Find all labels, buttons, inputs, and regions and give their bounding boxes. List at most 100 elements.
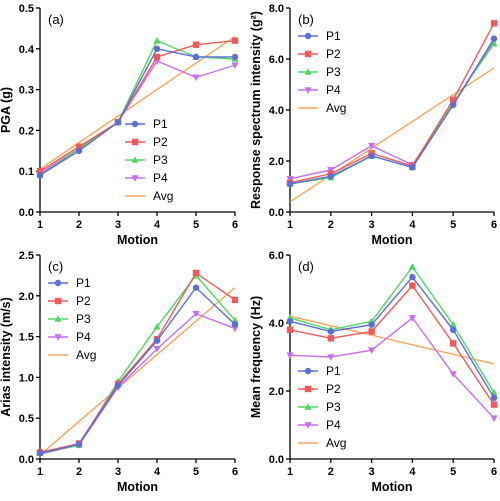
data-point <box>490 20 498 27</box>
data-point <box>231 53 239 61</box>
series-p4 <box>36 310 239 458</box>
data-point <box>153 337 161 344</box>
data-point <box>36 450 44 457</box>
legend-item-p2: P2 <box>298 47 341 61</box>
legend-marker <box>304 50 312 58</box>
axes <box>39 8 235 213</box>
legend-item-p4: P4 <box>298 418 341 432</box>
series-avg <box>39 35 236 170</box>
series-avg <box>289 315 495 365</box>
data-point <box>153 346 161 353</box>
series-line <box>289 22 495 184</box>
series-p3 <box>286 39 498 187</box>
legend-item-p4: P4 <box>298 83 341 97</box>
series-p1 <box>36 284 239 457</box>
legend-item-avg: Avg <box>298 101 346 115</box>
data-point <box>231 296 239 304</box>
x-tick-label: 2 <box>328 219 334 231</box>
x-tick-label: 5 <box>193 466 199 478</box>
series-line <box>39 274 236 454</box>
data-point <box>450 326 457 333</box>
data-point <box>449 371 457 378</box>
legend-label: Avg <box>326 101 346 115</box>
data-point <box>286 326 294 333</box>
data-point <box>327 328 334 335</box>
x-tick-label: 3 <box>369 219 375 231</box>
series-line <box>289 265 495 394</box>
legend-label: Avg <box>153 189 173 203</box>
series-p1 <box>286 35 498 188</box>
y-axis-label: PGA (g) <box>0 87 13 133</box>
legend: P1 P2 P3 P4 Avg <box>48 276 96 362</box>
x-tick-label: 1 <box>37 466 43 478</box>
series-line <box>39 39 236 176</box>
data-point <box>286 176 294 183</box>
data-point <box>368 152 375 160</box>
data-point <box>327 354 335 361</box>
data-point <box>192 284 200 291</box>
y-tick-label: 1.0 <box>19 372 34 384</box>
x-tick-label: 1 <box>287 466 293 478</box>
legend-item-p1: P1 <box>298 29 341 43</box>
legend-item-avg: Avg <box>125 189 173 203</box>
chart-panel-c: 0.0 0.5 1.0 1.5 2.0 2.5 1 2 3 4 5 6 Motion Arias inte… <box>0 250 239 494</box>
series-line <box>39 287 236 456</box>
data-point <box>75 441 83 448</box>
legend: P1 P2 P3 P4 Avg <box>298 29 346 115</box>
data-point <box>368 328 375 335</box>
series-p1 <box>36 45 239 179</box>
data-point <box>192 310 200 318</box>
series-avg <box>39 287 236 456</box>
legend-label: P2 <box>326 382 341 396</box>
legend: P1 P2 P3 P4 Avg <box>125 117 173 203</box>
data-point <box>286 180 294 188</box>
legend-marker <box>54 334 62 341</box>
y-tick-label: 2.0 <box>19 291 34 303</box>
legend-label: P4 <box>153 171 168 185</box>
legend-item-p2: P2 <box>298 382 341 396</box>
legend-label: P4 <box>326 418 341 432</box>
legend-label: P1 <box>326 364 341 378</box>
series-line <box>39 286 236 454</box>
legend-item-p1: P1 <box>125 117 168 131</box>
data-point <box>368 347 376 354</box>
y-tick-label: 6.0 <box>269 250 284 262</box>
data-point <box>192 41 200 48</box>
panel-label: (d) <box>298 259 314 274</box>
series-p4 <box>286 315 498 422</box>
data-point <box>327 167 335 174</box>
x-tick-label: 5 <box>450 219 456 231</box>
legend-marker <box>304 422 312 429</box>
y-tick-label: 2.0 <box>269 156 284 168</box>
data-point <box>36 168 44 175</box>
x-tick-label: 4 <box>409 219 416 231</box>
legend-label: P3 <box>326 65 341 79</box>
legend: P1 P2 P3 P4 Avg <box>298 364 346 450</box>
panel-label: (b) <box>298 12 314 27</box>
legend-item-p4: P4 <box>48 330 91 344</box>
data-point <box>490 39 498 47</box>
y-axis-label: Mean frequency (Hz) <box>249 296 263 418</box>
data-point <box>490 394 498 401</box>
y-tick-label: 0.0 <box>269 454 284 466</box>
y-tick-label: 8.0 <box>269 3 284 15</box>
legend-item-p3: P3 <box>298 400 341 414</box>
series-line <box>289 275 495 399</box>
series-line <box>289 316 495 419</box>
x-axis-label: Motion <box>117 480 158 494</box>
data-point <box>490 401 498 408</box>
legend-item-p2: P2 <box>48 294 91 308</box>
data-point <box>409 273 416 281</box>
data-point <box>36 172 44 179</box>
legend-marker <box>304 68 312 75</box>
y-axis-label: Response spectrum intensity (g²) <box>249 11 263 209</box>
y-tick-label: 0.5 <box>19 413 34 425</box>
y-tick-label: 0.2 <box>19 125 34 137</box>
x-tick-label: 5 <box>450 466 456 478</box>
legend-item-p3: P3 <box>48 312 91 326</box>
data-point <box>231 316 239 324</box>
legend-item-p1: P1 <box>48 276 91 290</box>
x-tick-label: 4 <box>154 466 161 478</box>
x-tick-label: 6 <box>491 219 497 231</box>
data-point <box>490 415 498 422</box>
